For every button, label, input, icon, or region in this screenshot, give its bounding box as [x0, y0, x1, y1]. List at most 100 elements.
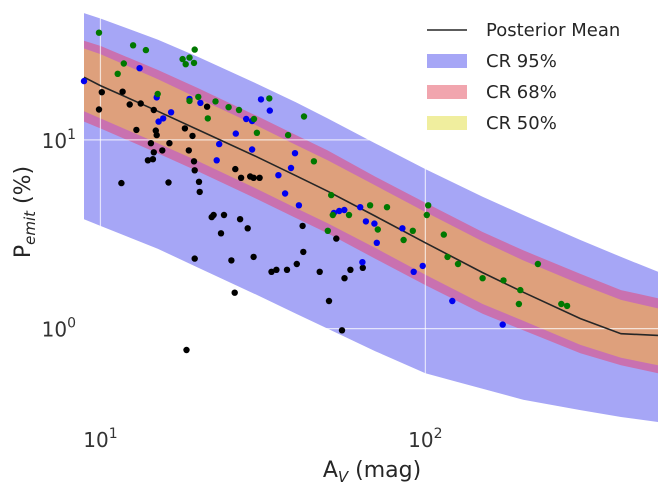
- data-point: [167, 109, 175, 116]
- data-point: [165, 179, 172, 186]
- data-point: [136, 65, 143, 72]
- y-tick-label: 100: [42, 316, 76, 342]
- data-point: [316, 268, 323, 275]
- data-point: [283, 266, 291, 273]
- data-point: [423, 211, 430, 219]
- data-point: [400, 236, 407, 244]
- data-point: [144, 157, 152, 164]
- data-point: [150, 149, 157, 156]
- data-point: [257, 96, 265, 103]
- data-point: [499, 321, 506, 328]
- data-point: [114, 70, 121, 78]
- data-point: [563, 302, 571, 310]
- data-point: [409, 227, 416, 234]
- data-point: [347, 266, 354, 273]
- data-point: [244, 225, 251, 232]
- data-point: [237, 174, 245, 181]
- data-point: [191, 167, 198, 174]
- data-point: [203, 103, 211, 110]
- data-point: [299, 222, 306, 230]
- data-point: [266, 107, 273, 114]
- data-point: [232, 165, 239, 173]
- data-point: [150, 106, 157, 114]
- data-point: [295, 202, 303, 209]
- data-point: [166, 140, 173, 147]
- data-point: [373, 239, 380, 246]
- data-point: [425, 202, 432, 209]
- data-point: [119, 88, 126, 95]
- data-point: [366, 202, 374, 209]
- data-point: [444, 253, 451, 261]
- data-point: [310, 158, 318, 165]
- data-point: [232, 130, 239, 137]
- data-point: [479, 275, 486, 282]
- data-point: [291, 150, 299, 157]
- data-point: [325, 297, 333, 305]
- data-point: [179, 55, 186, 63]
- data-point: [118, 179, 125, 187]
- data-point: [191, 255, 198, 262]
- data-point: [250, 174, 257, 181]
- data-point: [345, 211, 353, 219]
- data-point: [182, 60, 189, 68]
- data-point: [154, 90, 161, 98]
- data-point: [195, 93, 202, 101]
- data-point: [329, 211, 336, 219]
- data-point: [250, 253, 257, 261]
- data-point: [95, 29, 103, 36]
- data-point: [189, 132, 196, 140]
- data-point: [341, 275, 348, 282]
- data-point: [333, 235, 340, 242]
- data-point: [500, 277, 507, 284]
- data-point: [300, 113, 308, 120]
- data-point: [126, 101, 133, 108]
- data-point: [191, 46, 198, 53]
- data-point: [293, 260, 300, 268]
- data-point: [268, 268, 275, 275]
- legend-patch-swatch: [427, 116, 467, 130]
- legend-label: CR 95%: [486, 51, 557, 72]
- data-point: [216, 140, 223, 148]
- data-point: [217, 230, 225, 237]
- data-point: [195, 178, 203, 185]
- data-point: [383, 204, 391, 211]
- data-point: [212, 98, 219, 105]
- data-point: [142, 46, 150, 54]
- legend-label: CR 50%: [486, 113, 557, 134]
- data-point: [399, 225, 406, 232]
- data-point: [159, 147, 166, 154]
- data-point: [449, 297, 456, 305]
- data-point: [186, 97, 193, 105]
- data-point: [220, 211, 228, 219]
- x-tick-label: 101: [83, 426, 117, 452]
- data-point: [357, 204, 364, 211]
- data-point: [95, 106, 103, 113]
- data-point: [359, 259, 366, 266]
- data-point: [266, 95, 273, 102]
- data-point: [250, 115, 258, 123]
- x-tick-label: 102: [408, 426, 442, 452]
- data-point: [410, 268, 417, 275]
- data-point: [197, 99, 204, 107]
- data-point: [129, 42, 137, 49]
- data-point: [558, 300, 565, 308]
- data-point: [248, 146, 256, 153]
- data-point: [210, 211, 217, 219]
- data-point: [228, 257, 235, 264]
- data-point: [517, 286, 524, 294]
- data-point: [328, 191, 335, 199]
- data-point: [440, 231, 447, 238]
- data-point: [281, 190, 289, 197]
- x-axis-label: AV (mag): [323, 458, 421, 484]
- data-point: [515, 300, 523, 308]
- data-point: [419, 262, 426, 270]
- data-point: [236, 216, 244, 223]
- legend-label: CR 68%: [486, 82, 557, 103]
- data-point: [534, 260, 542, 268]
- data-point: [149, 156, 157, 163]
- data-point: [153, 131, 160, 139]
- legend-patch-swatch: [427, 85, 467, 99]
- data-point: [147, 140, 155, 147]
- data-point: [287, 164, 295, 172]
